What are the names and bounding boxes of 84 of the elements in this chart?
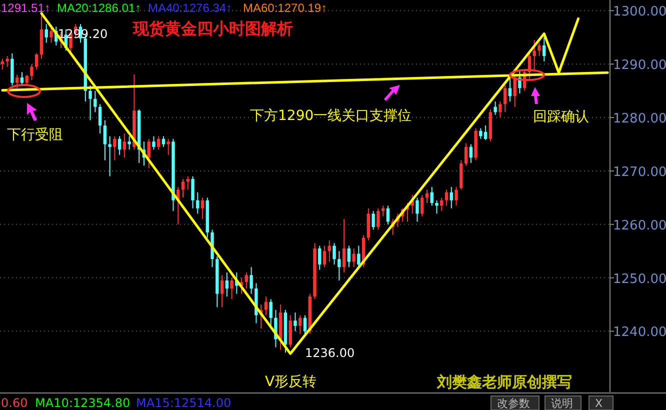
y-tick-label: 1250.00 <box>613 272 666 287</box>
candlestick <box>464 142 468 166</box>
candlestick <box>372 210 375 230</box>
annotation: 下方1290一线关口支撑位 <box>250 108 412 124</box>
candlestick <box>225 272 229 298</box>
candlestick <box>220 274 224 308</box>
annotation: 下行受阻 <box>7 127 63 143</box>
candlestick <box>294 312 297 332</box>
text: 0.60 <box>1 396 28 410</box>
y-tick-label: 1240.00 <box>613 325 666 340</box>
candlestick <box>244 272 248 289</box>
candlestick <box>420 194 424 217</box>
y-tick-label: 1290.00 <box>613 58 666 74</box>
candlestick <box>342 218 346 273</box>
candlestick <box>108 136 112 177</box>
candlestick <box>20 72 24 86</box>
annotation: MA20:1286.01↑ <box>57 1 142 15</box>
candlestick <box>103 120 107 161</box>
candlestick <box>513 74 516 108</box>
candlestick <box>15 74 19 89</box>
candlestick <box>469 144 473 164</box>
candlestick <box>352 248 356 268</box>
annotation: 1291.51↑ <box>1 1 50 15</box>
candlestick <box>450 186 453 209</box>
candlestick <box>147 138 150 169</box>
candlestick <box>542 36 546 62</box>
text: 改参数 <box>497 397 530 410</box>
candlestick <box>98 104 102 134</box>
candlestick <box>25 74 28 86</box>
candlestick <box>416 197 419 222</box>
text: 说明 <box>551 397 573 410</box>
annotation: MA60:1270.19↑ <box>243 1 328 15</box>
candlestick <box>332 242 336 265</box>
text: MA15:12514.00 <box>136 396 232 410</box>
candlestick <box>338 250 341 281</box>
candlestick <box>200 197 204 220</box>
candlestick <box>444 189 448 206</box>
annotation: 刘樊鑫老师原创撰写 <box>436 373 572 391</box>
candlestick <box>157 136 160 150</box>
y-tick-label: 1300.00 <box>613 4 666 20</box>
candlestick <box>94 90 97 113</box>
candlestick <box>191 176 194 209</box>
candlestick <box>118 136 122 156</box>
candlestick <box>454 186 458 206</box>
candlestick <box>347 245 351 268</box>
candlestick <box>230 277 234 300</box>
y-tick-label: 1270.00 <box>613 164 666 180</box>
candlestick <box>30 64 34 81</box>
candlestick <box>498 101 502 118</box>
candlestick <box>264 296 268 316</box>
candlestick <box>269 298 272 326</box>
candlestick <box>494 101 497 116</box>
candlestick <box>503 84 507 113</box>
candlestick <box>152 136 156 150</box>
y-tick-label: 1280.00 <box>613 112 666 127</box>
text: 现货黄金四小时图解析 <box>132 19 293 38</box>
text: MA10:12354.80 <box>35 396 130 410</box>
candlestick <box>50 26 53 44</box>
candlestick <box>88 84 92 121</box>
candlestick <box>128 136 131 150</box>
candlestick <box>318 245 322 270</box>
candlestick <box>322 245 326 268</box>
annotation: 回踩确认 <box>533 109 589 125</box>
candlestick <box>538 42 541 57</box>
candlestick <box>430 186 434 206</box>
candlestick <box>44 24 48 44</box>
candlestick <box>386 205 390 225</box>
candlestick <box>113 136 116 161</box>
annotation: 1236.00 <box>305 346 355 360</box>
candlestick <box>435 200 438 214</box>
annotation: V形反转 <box>265 374 317 390</box>
candlestick <box>376 208 380 230</box>
candlestick <box>508 76 512 102</box>
candlestick <box>122 133 126 158</box>
candlestick <box>250 266 253 294</box>
candlestick <box>196 192 200 214</box>
candlestick <box>357 245 360 268</box>
candlestick <box>181 178 185 198</box>
candlestick <box>6 56 9 68</box>
y-tick-label: 1260.00 <box>613 218 666 234</box>
candlestick <box>35 52 38 70</box>
annotation: MA40:1276.34↑ <box>148 1 232 15</box>
candlestick <box>298 314 302 334</box>
text: X <box>595 397 603 410</box>
